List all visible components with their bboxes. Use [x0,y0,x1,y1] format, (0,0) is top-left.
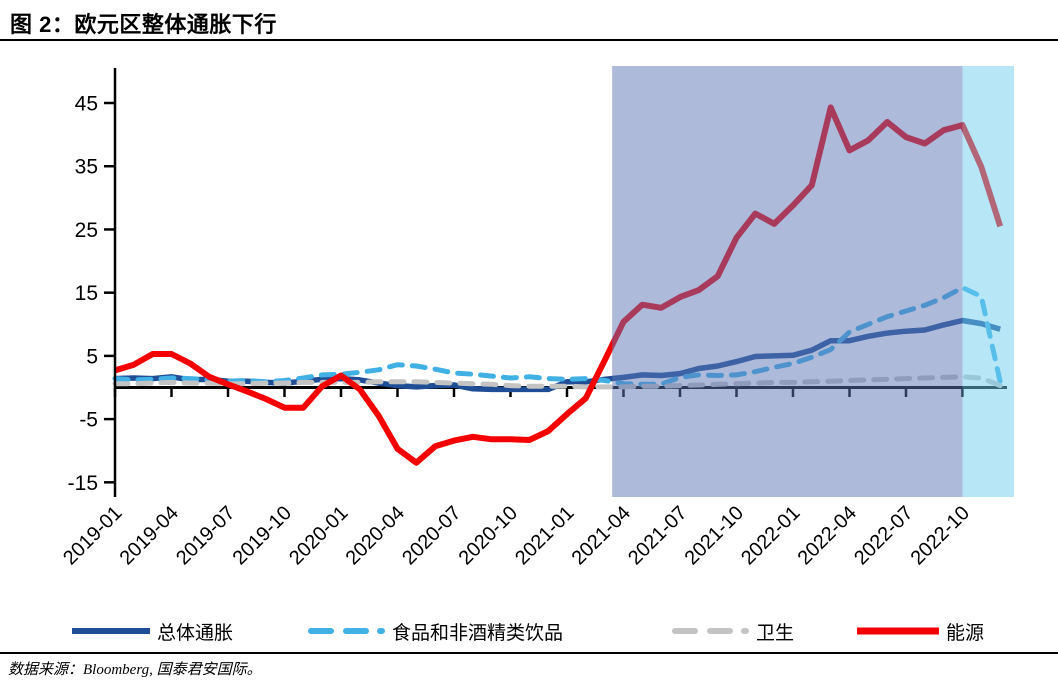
x-tick-label: 2022-01 [737,502,804,569]
y-tick-label: 15 [75,282,98,305]
legend-swatch-energy [857,627,939,635]
legend-label-food: 食品和非酒精类饮品 [392,622,564,644]
y-tick-label: 45 [75,93,98,116]
chart-legend: 总体通胀 食品和非酒精类饮品 卫生 能源 [0,616,1058,646]
x-tick-label: 2022-10 [907,502,974,569]
x-tick-labels: 2019-012019-042019-072019-102020-012020-… [59,502,974,569]
x-tick-label: 2020-10 [455,502,522,569]
x-tick-label: 2021-01 [511,502,578,569]
legend-item-health: 卫生 [671,616,794,646]
y-tick-label: 35 [75,156,98,179]
legend-label-energy: 能源 [946,622,985,644]
x-tick-label: 2019-10 [229,502,296,569]
legend-item-energy: 能源 [855,616,984,646]
highlight-region-1 [612,66,963,497]
x-tick-label: 2022-07 [850,502,917,569]
legend-label-overall-inflation: 总体通胀 [157,622,234,644]
title-divider [0,39,1058,41]
y-axis: 45 35 25 15 5 -5 -15 [68,68,117,497]
x-tick-label: 2020-01 [285,502,352,569]
y-tick-label: -15 [68,472,98,495]
highlight-region-2 [962,66,1014,497]
y-tick-label: 5 [86,345,98,368]
x-tick-label: 2019-04 [116,502,183,569]
x-tick-label: 2021-10 [681,502,748,569]
highlight-regions [612,66,1014,497]
x-tick-label: 2020-04 [342,502,409,569]
x-tick-label: 2019-07 [172,502,239,569]
legend-item-overall-inflation: 总体通胀 [70,616,233,646]
y-tick-label: -5 [79,409,98,432]
legend-swatch-overall-inflation [72,628,150,634]
x-tick-label: 2021-04 [568,502,635,569]
x-tick-label: 2019-01 [59,502,126,569]
figure-title: 图 2：欧元区整体通胀下行 [10,12,277,37]
x-tick-label: 2022-04 [794,502,861,569]
y-tick-label: 25 [75,219,98,242]
source-note: 数据来源：Bloomberg, 国泰君安国际。 [8,662,262,678]
legend-label-health: 卫生 [756,622,795,644]
source-divider [0,652,1058,654]
x-tick-label: 2020-07 [398,502,465,569]
legend-item-food: 食品和非酒精类饮品 [307,616,563,646]
legend-swatch-food [308,628,387,634]
x-tick-label: 2021-07 [624,502,691,569]
legend-swatch-health [672,628,751,634]
